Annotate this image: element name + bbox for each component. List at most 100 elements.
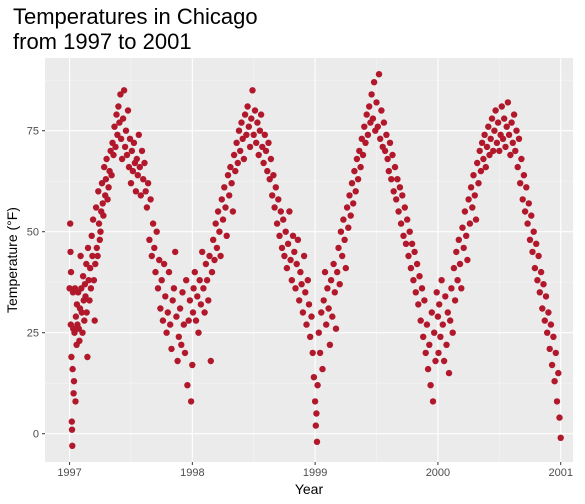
data-point xyxy=(395,208,402,215)
data-point xyxy=(212,220,219,227)
data-point xyxy=(286,208,293,215)
data-point xyxy=(141,159,148,167)
data-point xyxy=(305,301,313,308)
data-point xyxy=(324,285,331,292)
data-point xyxy=(296,297,303,304)
data-point xyxy=(541,317,548,324)
data-point xyxy=(521,208,529,215)
data-point xyxy=(297,268,304,276)
data-point xyxy=(160,260,168,268)
data-point xyxy=(176,305,184,312)
data-point xyxy=(369,115,377,122)
data-point xyxy=(530,228,537,235)
data-point xyxy=(442,293,449,300)
data-point xyxy=(545,309,552,316)
data-point xyxy=(361,123,368,130)
data-point xyxy=(412,289,419,296)
data-point xyxy=(291,248,298,256)
data-point xyxy=(294,236,302,243)
y-tick-label: 25 xyxy=(27,328,39,340)
y-axis-ticks: 0 25 50 75 xyxy=(27,126,45,441)
data-point xyxy=(487,135,494,142)
data-point xyxy=(475,180,482,187)
data-point xyxy=(508,119,515,126)
data-point xyxy=(153,228,160,235)
data-point xyxy=(438,277,445,284)
data-point xyxy=(178,341,185,348)
data-point xyxy=(254,119,261,126)
data-point xyxy=(334,268,341,276)
data-point xyxy=(418,285,426,292)
data-point xyxy=(284,240,292,247)
data-point xyxy=(111,123,118,130)
data-point xyxy=(79,329,86,336)
data-point xyxy=(466,220,474,227)
data-point xyxy=(504,99,512,106)
data-point xyxy=(472,216,480,223)
data-point xyxy=(200,285,207,292)
data-point xyxy=(402,240,410,247)
data-point xyxy=(411,248,418,256)
data-point xyxy=(196,277,203,284)
data-point xyxy=(89,216,97,223)
data-point xyxy=(89,252,96,260)
data-point xyxy=(445,369,453,377)
data-point xyxy=(164,309,171,316)
data-point xyxy=(467,184,475,191)
data-point xyxy=(470,172,477,179)
data-point xyxy=(316,349,324,357)
data-point xyxy=(264,167,271,175)
data-point xyxy=(477,167,485,175)
data-point xyxy=(224,172,232,179)
data-point xyxy=(380,119,388,126)
data-point xyxy=(415,301,422,308)
data-point xyxy=(399,192,406,199)
data-point xyxy=(83,260,90,268)
data-point xyxy=(245,123,252,130)
data-point xyxy=(327,277,335,284)
data-point xyxy=(525,200,532,207)
data-point xyxy=(190,285,197,292)
y-tick-label: 0 xyxy=(33,429,39,441)
data-point xyxy=(158,277,165,284)
data-point xyxy=(535,252,542,260)
data-point xyxy=(460,244,467,252)
data-point xyxy=(228,180,235,187)
chart-title-line-2: from 1997 to 2001 xyxy=(13,29,192,54)
data-point xyxy=(88,232,95,239)
data-point xyxy=(422,349,429,357)
data-point xyxy=(389,151,396,159)
data-point xyxy=(348,180,356,187)
data-point xyxy=(156,256,163,264)
data-point xyxy=(332,325,340,332)
data-point xyxy=(507,151,514,159)
data-point xyxy=(496,147,503,155)
data-point xyxy=(103,155,110,163)
data-point xyxy=(347,212,354,219)
data-point xyxy=(440,357,448,365)
data-point xyxy=(320,297,327,304)
data-point xyxy=(92,260,99,268)
data-point xyxy=(189,361,196,369)
data-point xyxy=(147,196,154,203)
data-point xyxy=(72,313,80,320)
data-point xyxy=(157,305,164,312)
data-point xyxy=(117,135,125,142)
data-point xyxy=(257,111,265,118)
data-point xyxy=(174,357,181,365)
data-point xyxy=(69,365,76,373)
data-point xyxy=(437,333,444,340)
data-point xyxy=(353,155,361,163)
data-point xyxy=(79,273,87,280)
data-point xyxy=(520,172,528,179)
data-point xyxy=(267,155,275,163)
data-point xyxy=(465,196,472,203)
data-point xyxy=(310,374,318,381)
data-point xyxy=(277,208,284,215)
x-axis-title: Year xyxy=(295,481,324,497)
data-point xyxy=(357,163,364,171)
data-point xyxy=(172,248,179,256)
data-point xyxy=(529,248,536,256)
x-tick-label: 1997 xyxy=(57,467,81,479)
data-point xyxy=(173,313,180,320)
